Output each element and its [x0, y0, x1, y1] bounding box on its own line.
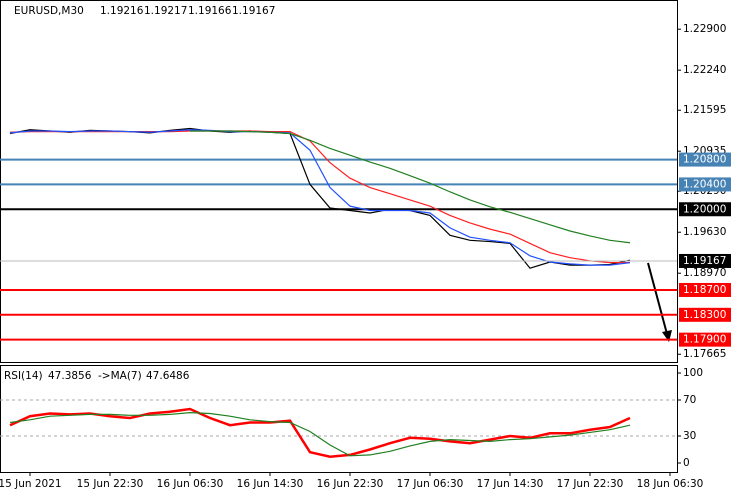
series-line [9, 412, 631, 457]
level-box [679, 282, 731, 297]
level-box [679, 152, 731, 167]
y-tick-label: 1.22240 [683, 64, 726, 76]
rsi-title: RSI(14) [4, 370, 43, 382]
y-tick-label: 1.18970 [683, 267, 726, 279]
symbol-title: EURUSD,M30 [14, 5, 84, 17]
x-tick-label: 18 Jun 06:30 [637, 478, 704, 490]
level-label: 1.17900 [683, 334, 726, 346]
y-tick-label: 0 [683, 457, 690, 469]
y-tick-label: 30 [683, 430, 696, 442]
y-tick-label: 70 [683, 394, 696, 406]
x-tick-label: 17 Jun 06:30 [397, 478, 464, 490]
rsi-value: 47.3856 [48, 370, 92, 382]
last-price-box [679, 253, 731, 268]
y-tick-label: 1.19630 [683, 226, 726, 238]
rsi-panel [0, 365, 678, 473]
level-label: 1.20800 [683, 154, 726, 166]
level-box [679, 332, 731, 347]
x-tick-label: 17 Jun 22:30 [557, 478, 624, 490]
level-box [679, 177, 731, 192]
y-tick-label: 1.22900 [683, 23, 726, 35]
arrow [647, 262, 668, 335]
series-line [9, 407, 631, 458]
series-line [190, 130, 631, 244]
open: 1.19216 [100, 5, 144, 17]
x-tick-label: 17 Jun 14:30 [477, 478, 544, 490]
x-tick-label: 16 Jun 22:30 [317, 478, 384, 490]
close: 1.19167 [232, 5, 275, 17]
y-tick-label: 1.17665 [683, 348, 726, 360]
level-label: 1.20400 [683, 178, 726, 190]
high: 1.19217 [144, 5, 187, 17]
level-box [679, 202, 731, 217]
level-box [679, 307, 731, 322]
last-price-label: 1.19167 [683, 255, 726, 267]
y-tick-label: 100 [683, 367, 703, 379]
y-tick-label: 1.21595 [683, 104, 726, 116]
price-panel [0, 0, 678, 363]
level-label: 1.20000 [683, 203, 726, 215]
x-tick-label: 16 Jun 14:30 [237, 478, 304, 490]
x-tick-label: 15 Jun 2021 [0, 478, 62, 490]
x-tick-label: 16 Jun 06:30 [157, 478, 224, 490]
x-tick-label: 15 Jun 22:30 [77, 478, 144, 490]
series-line [9, 129, 631, 266]
low: 1.19166 [188, 5, 232, 17]
ma-title: ->MA(7) [98, 370, 142, 382]
ma-value: 47.6486 [146, 370, 190, 382]
level-label: 1.18300 [683, 309, 726, 321]
level-label: 1.18700 [683, 284, 726, 296]
